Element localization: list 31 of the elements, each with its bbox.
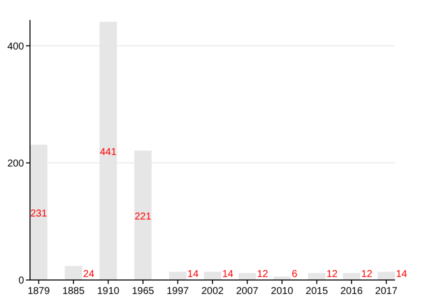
bar bbox=[64, 266, 82, 280]
data-label: 441 bbox=[100, 146, 117, 158]
x-tick-label: 1885 bbox=[62, 286, 86, 297]
bar bbox=[378, 272, 395, 280]
x-tick-label: 2016 bbox=[340, 286, 364, 297]
data-label: 12 bbox=[256, 269, 269, 280]
x-tick-label: 2002 bbox=[201, 286, 224, 297]
data-label: 12 bbox=[326, 269, 338, 280]
bar bbox=[308, 272, 326, 280]
bar bbox=[238, 272, 256, 280]
data-label: 14 bbox=[222, 269, 234, 280]
bar bbox=[169, 272, 186, 280]
data-label: 6 bbox=[292, 269, 298, 280]
data-label: 24 bbox=[83, 268, 95, 280]
x-tick-label: 1879 bbox=[28, 286, 50, 297]
y-tick-label: 0 bbox=[18, 276, 24, 286]
data-label: 221 bbox=[134, 211, 152, 222]
bar bbox=[342, 272, 360, 280]
data-label: 12 bbox=[361, 269, 373, 280]
data-label: 14 bbox=[396, 269, 408, 280]
x-tick-label: 2010 bbox=[270, 286, 294, 297]
data-label: 231 bbox=[30, 208, 48, 220]
x-tick-label: 2015 bbox=[306, 286, 328, 297]
x-tick-label: 2007 bbox=[236, 286, 259, 297]
x-tick-label: 1965 bbox=[132, 286, 155, 297]
x-tick-label: 1910 bbox=[97, 286, 120, 297]
y-tick-label: 400 bbox=[7, 41, 24, 52]
data-label: 14 bbox=[187, 269, 199, 280]
x-tick-label: 1997 bbox=[166, 286, 190, 297]
x-tick-label: 2017 bbox=[375, 286, 398, 297]
y-tick-label: 200 bbox=[7, 158, 24, 170]
